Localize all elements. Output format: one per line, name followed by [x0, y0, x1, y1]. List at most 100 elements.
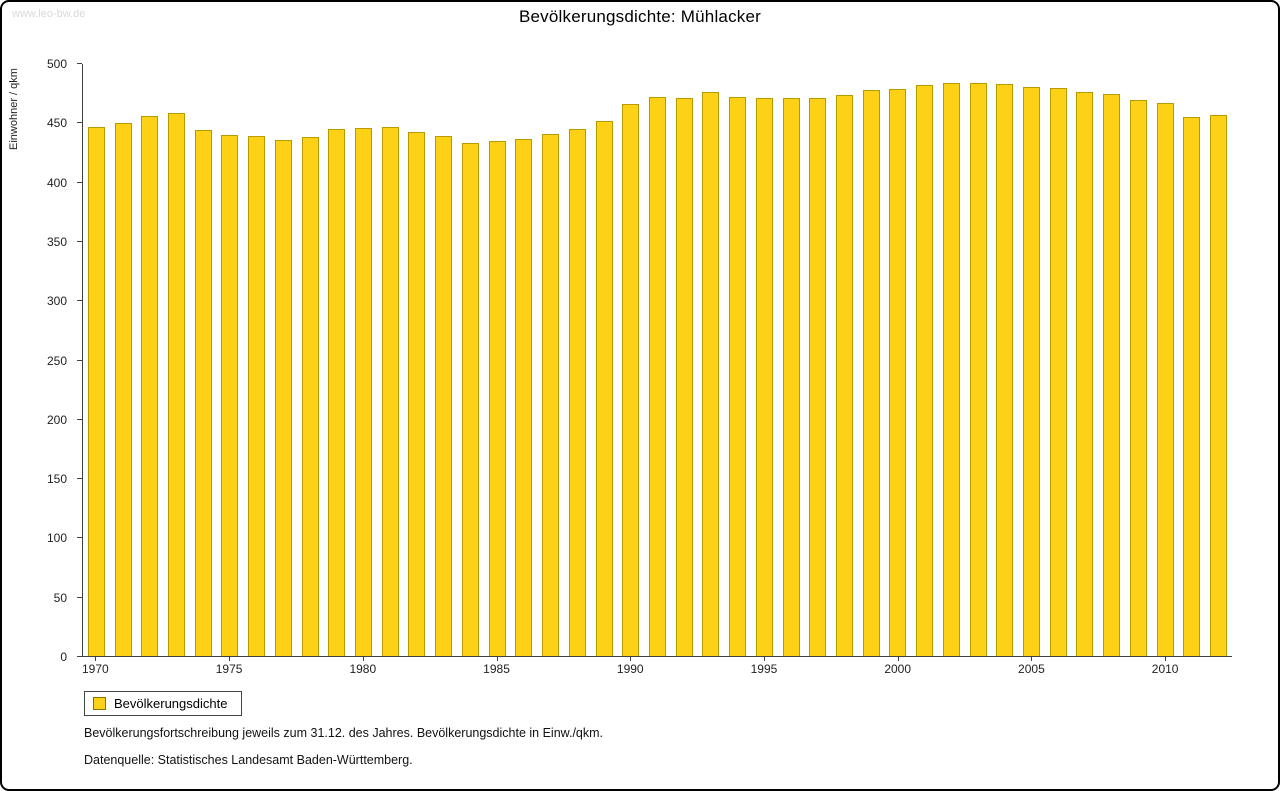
- bar-2005: [1023, 86, 1041, 656]
- bar-1991: [648, 97, 666, 656]
- x-tick-label-1995: 1995: [750, 662, 778, 676]
- y-tick-mark-150: [77, 478, 82, 480]
- y-tick-label-450: 450: [46, 116, 67, 131]
- y-tick-label-500: 500: [46, 57, 67, 71]
- bar-1977: [274, 139, 292, 656]
- y-tick-label-200: 200: [46, 412, 67, 427]
- bar-2002: [942, 82, 960, 656]
- bar-slot-2008: [1098, 64, 1125, 656]
- bar-2001: [916, 85, 934, 656]
- y-tick-mark-100: [77, 537, 82, 539]
- bar-slot-2011: [1178, 64, 1205, 656]
- bar-1988: [568, 129, 586, 656]
- bar-slot-1982: [404, 64, 431, 656]
- x-tick-mark-1975: [229, 657, 231, 661]
- bar-1979: [328, 129, 346, 656]
- bar-slot-1978: [297, 64, 324, 656]
- y-tick-label-100: 100: [46, 531, 67, 546]
- bar-slot-1995: [751, 64, 778, 656]
- bar-1993: [702, 92, 720, 656]
- x-tick-label-1975: 1975: [215, 662, 243, 676]
- bar-slot-1997: [804, 64, 831, 656]
- bar-1974: [194, 130, 212, 656]
- footnote-source-note: Bevölkerungsfortschreibung jeweils zum 3…: [84, 726, 604, 740]
- y-tick-label-300: 300: [46, 294, 67, 309]
- bar-1984: [461, 143, 479, 656]
- bar-slot-2006: [1045, 64, 1072, 656]
- bar-slot-1972: [136, 64, 163, 656]
- bar-slot-1971: [110, 64, 137, 656]
- footnote-data-source: Datenquelle: Statistisches Landesamt Bad…: [84, 753, 413, 767]
- bar-slot-1973: [163, 64, 190, 656]
- bar-slot-1993: [698, 64, 725, 656]
- y-tick-mark-250: [77, 359, 82, 361]
- bar-1978: [301, 137, 319, 656]
- bar-1998: [835, 94, 853, 656]
- bar-slot-1976: [243, 64, 270, 656]
- y-tick-mark-50: [77, 596, 82, 598]
- bar-2010: [1156, 103, 1174, 656]
- x-tick-mark-1980: [362, 657, 364, 661]
- bar-slot-2012: [1205, 64, 1232, 656]
- bar-slot-2010: [1152, 64, 1179, 656]
- bar-1975: [221, 135, 239, 656]
- x-tick-mark-1990: [630, 657, 632, 661]
- bar-slot-1998: [831, 64, 858, 656]
- bar-slot-1970: [83, 64, 110, 656]
- chart-title: Bevölkerungsdichte: Mühlacker: [518, 7, 762, 26]
- y-tick-label-0: 0: [60, 650, 67, 664]
- y-tick-mark-0: [77, 656, 82, 657]
- plot-area: [82, 64, 1232, 657]
- bar-slot-2000: [885, 64, 912, 656]
- y-tick-label-400: 400: [46, 175, 67, 190]
- bar-slot-1992: [671, 64, 698, 656]
- bar-1992: [675, 98, 693, 656]
- bar-slot-1996: [778, 64, 805, 656]
- y-axis: 0 50 100 150 200 250 300 350 400 450 500: [2, 57, 82, 664]
- bar-slot-1990: [617, 64, 644, 656]
- legend-label: Bevölkerungsdichte: [114, 696, 228, 711]
- bar-slot-1977: [270, 64, 297, 656]
- y-tick-mark-200: [77, 418, 82, 420]
- bar-slot-1988: [564, 64, 591, 656]
- bar-1989: [595, 120, 613, 656]
- bar-2012: [1210, 114, 1228, 656]
- bar-slot-1999: [858, 64, 885, 656]
- bar-slot-1987: [537, 64, 564, 656]
- bar-slot-1974: [190, 64, 217, 656]
- bar-1980: [355, 127, 373, 656]
- x-axis: 1970 1975 1980 1985 1990 1995 2000 2005 2010: [82, 657, 1232, 681]
- bar-slot-1989: [591, 64, 618, 656]
- bar-1976: [248, 136, 266, 656]
- bar-2003: [969, 82, 987, 656]
- y-tick-mark-500: [77, 63, 82, 64]
- bar-2008: [1103, 93, 1121, 656]
- x-tick-mark-2010: [1165, 657, 1167, 661]
- bar-slot-1994: [724, 64, 751, 656]
- x-tick-mark-2005: [1031, 657, 1033, 661]
- y-tick-label-150: 150: [46, 472, 67, 487]
- y-tick-mark-400: [77, 181, 82, 183]
- bar-1982: [408, 131, 426, 656]
- bar-1996: [782, 98, 800, 656]
- bar-1973: [168, 112, 186, 656]
- bar-1987: [542, 133, 560, 656]
- watermark: www.leo-bw.de: [12, 8, 86, 20]
- bar-1997: [809, 98, 827, 656]
- y-tick-mark-350: [77, 240, 82, 242]
- x-tick-mark-1995: [763, 657, 765, 661]
- bar-1995: [755, 98, 773, 656]
- bar-1971: [114, 123, 132, 656]
- x-tick-label-2010: 2010: [1151, 662, 1179, 676]
- bar-2000: [889, 88, 907, 656]
- bar-1981: [381, 126, 399, 656]
- x-tick-label-1985: 1985: [483, 662, 510, 676]
- bar-slot-2003: [965, 64, 992, 656]
- bar-2004: [996, 84, 1014, 656]
- bar-1983: [435, 136, 453, 656]
- bar-slot-1986: [511, 64, 538, 656]
- bar-2009: [1129, 99, 1147, 656]
- x-tick-label-1980: 1980: [349, 662, 377, 676]
- bar-slot-1981: [377, 64, 404, 656]
